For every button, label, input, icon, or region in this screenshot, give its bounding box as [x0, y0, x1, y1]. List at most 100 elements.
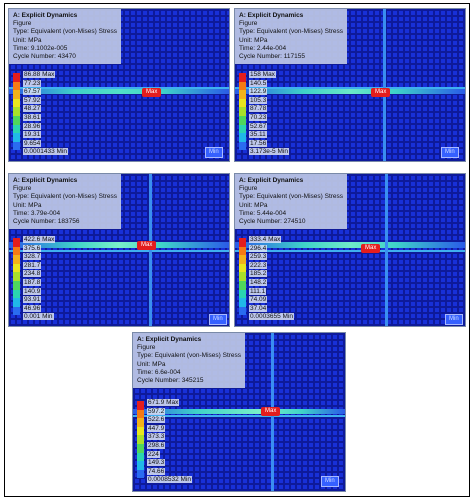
- legend-tick-label: 149.3: [147, 459, 166, 467]
- cycle-number: Cycle Number: 117155: [239, 53, 305, 61]
- legend-tick-label: 48.27: [23, 105, 42, 113]
- result-panel-5[interactable]: Max Min A: Explicit Dynamics Figure Type…: [132, 332, 346, 492]
- figure-label: Figure: [13, 20, 32, 28]
- result-panel-1[interactable]: Max Min A: Explicit Dynamics Figure Type…: [8, 8, 230, 162]
- legend-tick-label: 67.57: [23, 88, 42, 96]
- legend-tick-label: 296.4: [249, 244, 268, 252]
- max-marker: Max: [137, 241, 157, 250]
- color-legend: 86.88 Max 77.23 67.57 57.92 48.27 38.61 28.96 1…: [13, 71, 93, 161]
- legend-min-label: 3.173e-5 Min: [249, 148, 289, 156]
- legend-swatch: [13, 238, 20, 247]
- legend-swatch: [137, 461, 144, 470]
- legend-tick-label: 9.654: [23, 139, 42, 147]
- legend-swatch: [239, 306, 246, 316]
- stress-band-edge: [235, 87, 465, 89]
- legend-swatch: [13, 90, 20, 99]
- legend-swatch: [13, 141, 20, 151]
- legend-min-label: 0.0008532 Min: [147, 476, 193, 484]
- stress-band: [235, 242, 465, 248]
- result-panel-4[interactable]: Max Min A: Explicit Dynamics Figure Type…: [234, 173, 466, 327]
- legend-tick-label: 93.91: [23, 296, 42, 304]
- legend-tick-label: 35.11: [249, 131, 267, 139]
- stress-band: [235, 88, 465, 94]
- color-legend: 333.4 Max 296.4 259.3 222.3 185.2 148.2 111.1 7…: [239, 236, 319, 326]
- legend-min-label: 0.001 Min: [23, 313, 54, 321]
- legend-tick-label: 19.31: [23, 131, 42, 139]
- legend-tick-label: 522.6: [147, 416, 166, 424]
- color-legend: 671.9 Max 597.2 522.6 447.9 373.3 298.6 224 149…: [137, 399, 217, 491]
- result-type: Type: Equivalent (von-Mises) Stress: [13, 193, 118, 201]
- legend-tick-label: 17.56: [249, 139, 268, 147]
- result-panel-2[interactable]: Max Min A: Explicit Dynamics Figure Type…: [234, 8, 466, 162]
- legend-swatch: [13, 263, 20, 273]
- legend-swatch: [239, 272, 246, 281]
- min-marker: Min: [321, 476, 339, 487]
- min-marker: Min: [205, 147, 223, 158]
- legend-min-label: 0.0001433 Min: [23, 148, 69, 156]
- cycle-number: Cycle Number: 274510: [239, 218, 306, 226]
- unit-label: Unit: MPa: [239, 201, 268, 209]
- legend-swatch: [137, 409, 144, 419]
- legend-tick-label: 281.7: [23, 261, 42, 269]
- color-legend: 158 Max 140.5 122.9 105.3 87.78 70.23 52.67 35.…: [239, 71, 319, 161]
- legend-tick-label: 37.04: [249, 304, 268, 312]
- figure-label: Figure: [137, 344, 156, 352]
- cycle-number: Cycle Number: 183756: [13, 218, 80, 226]
- legend-swatch: [239, 124, 246, 134]
- legend-tick-label: 70.23: [249, 114, 268, 121]
- legend-swatch: [13, 272, 20, 281]
- stress-band-edge: [9, 250, 229, 252]
- stress-band-edge: [133, 415, 345, 417]
- legend-tick-label: 185.2: [249, 270, 268, 278]
- legend-min-label: 0.0003655 Min: [249, 313, 295, 321]
- figure-label: Figure: [239, 20, 258, 28]
- result-panel-3[interactable]: Max Min A: Explicit Dynamics Figure Type…: [8, 173, 230, 327]
- result-type: Type: Equivalent (von-Mises) Stress: [239, 193, 344, 201]
- analysis-title: A: Explicit Dynamics: [13, 177, 78, 184]
- legend-swatch: [13, 107, 20, 116]
- legend-tick-label: 222.3: [249, 261, 268, 269]
- unit-label: Unit: MPa: [13, 201, 42, 209]
- legend-swatch: [13, 298, 20, 307]
- legend-swatch: [239, 255, 246, 264]
- legend-swatch: [239, 81, 246, 91]
- time-label: Time: 9.1002e-005: [13, 44, 68, 52]
- legend-tick-label: 74.66: [147, 467, 166, 475]
- legend-swatch: [137, 444, 144, 453]
- result-header: A: Explicit Dynamics Figure Type: Equiva…: [9, 9, 122, 65]
- legend-tick-label: 187.8: [23, 279, 42, 286]
- stress-vertical-line: [383, 9, 386, 161]
- result-header: A: Explicit Dynamics Figure Type: Equiva…: [235, 9, 348, 65]
- result-header: A: Explicit Dynamics Figure Type: Equiva…: [235, 174, 348, 230]
- result-header: A: Explicit Dynamics Figure Type: Equiva…: [133, 333, 246, 389]
- legend-swatch: [239, 289, 246, 299]
- legend-swatch: [13, 124, 20, 134]
- legend-swatch: [13, 246, 20, 256]
- legend-swatch: [13, 81, 20, 91]
- max-marker: Max: [371, 88, 391, 97]
- analysis-title: A: Explicit Dynamics: [13, 12, 78, 19]
- result-header: A: Explicit Dynamics Figure Type: Equiva…: [9, 174, 122, 230]
- cycle-number: Cycle Number: 43470: [13, 53, 76, 61]
- unit-label: Unit: MPa: [13, 36, 42, 44]
- legend-swatch: [239, 73, 246, 82]
- legend-max-label: 671.9 Max: [147, 399, 180, 406]
- legend-max-label: 422.6 Max: [23, 236, 56, 243]
- legend-swatch: [239, 141, 246, 151]
- unit-label: Unit: MPa: [137, 360, 166, 368]
- legend-tick-label: 105.3: [249, 96, 268, 104]
- legend-max-label: 158 Max: [249, 71, 276, 78]
- legend-swatch: [239, 90, 246, 99]
- legend-swatch: [239, 263, 246, 273]
- stress-vertical-line: [385, 174, 388, 326]
- legend-swatch: [13, 281, 20, 290]
- result-type: Type: Equivalent (von-Mises) Stress: [137, 352, 242, 360]
- max-marker: Max: [142, 88, 162, 97]
- legend-swatch: [239, 281, 246, 290]
- legend-tick-label: 52.67: [249, 122, 268, 130]
- stress-band: [133, 409, 345, 414]
- legend-swatch: [239, 98, 246, 108]
- analysis-title: A: Explicit Dynamics: [239, 177, 304, 184]
- legend-tick-label: 122.9: [249, 88, 268, 96]
- stress-band: [9, 242, 229, 248]
